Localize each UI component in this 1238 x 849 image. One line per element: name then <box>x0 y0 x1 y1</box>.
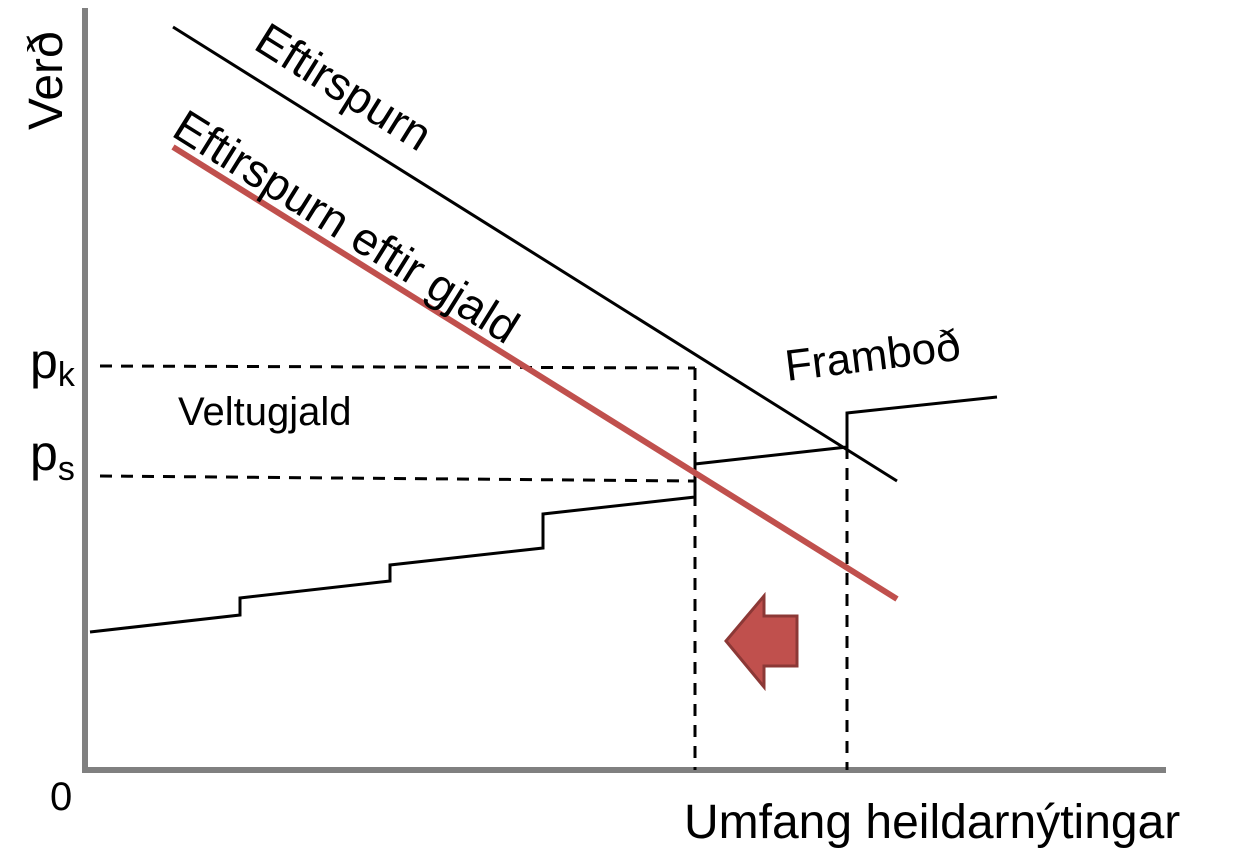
demand-label: Eftirspurn <box>247 12 442 160</box>
shift-arrow <box>724 591 799 692</box>
pk-line <box>99 364 696 370</box>
x-axis-label: Umfang heildarnýtingar <box>684 796 1180 849</box>
demand-curve <box>172 25 898 483</box>
demand-after-fee-curve <box>171 144 899 602</box>
price-label: pk <box>30 333 76 394</box>
area-label: Veltugjald <box>178 390 351 434</box>
price-symbol: p <box>30 333 58 389</box>
price-symbol: p <box>30 425 58 481</box>
price-subscript: s <box>58 450 75 488</box>
guides <box>99 364 849 770</box>
ps-line <box>99 474 696 483</box>
origin-label: 0 <box>50 775 72 819</box>
supply-curve <box>89 395 998 634</box>
price-subscript: k <box>58 356 76 394</box>
y-axis-label: Verð <box>20 31 73 130</box>
supply-label: Framboð <box>782 321 963 391</box>
price-label: ps <box>30 425 75 488</box>
